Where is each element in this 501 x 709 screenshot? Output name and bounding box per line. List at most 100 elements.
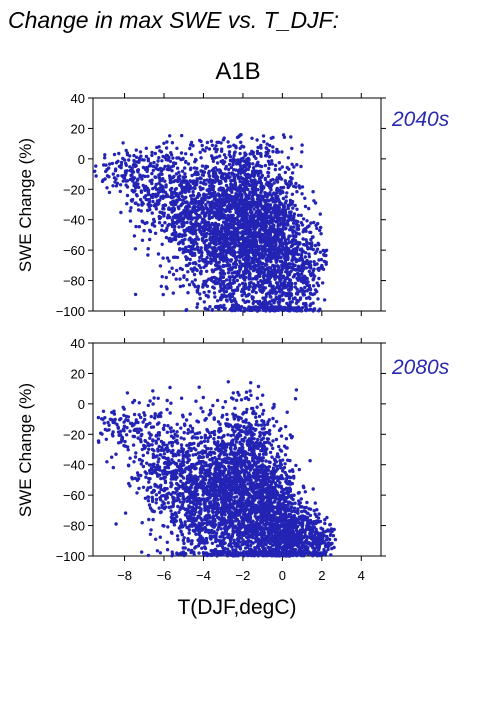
scatter-point <box>184 257 189 262</box>
scatter-point <box>207 289 211 294</box>
scatter-point <box>123 444 128 448</box>
scatter-point <box>229 246 234 250</box>
scatter-point <box>290 300 294 304</box>
scatter-point <box>261 296 265 300</box>
scatter-point <box>208 191 213 195</box>
scatter-point <box>141 485 146 489</box>
scatter-point <box>132 153 136 158</box>
scatter-point <box>209 202 213 206</box>
scatter-point <box>254 164 258 168</box>
scatter-point <box>151 199 155 204</box>
scatter-point <box>181 450 185 454</box>
scatter-point <box>290 162 294 166</box>
scatter-point <box>311 301 315 305</box>
scatter-point <box>234 201 238 205</box>
scatter-point <box>169 165 173 169</box>
scatter-point <box>293 203 297 208</box>
scatter-point <box>158 264 163 268</box>
scatter-point <box>150 447 155 452</box>
scatter-point <box>208 223 212 228</box>
scatter-point <box>296 224 301 228</box>
scatter-point <box>144 475 148 479</box>
scatter-point <box>272 301 276 305</box>
scatter-point <box>175 200 179 204</box>
scatter-point <box>117 433 121 437</box>
scatter-point <box>198 292 202 296</box>
scatter-point <box>128 484 132 488</box>
scatter-point <box>241 208 245 213</box>
scatter-point <box>160 242 164 246</box>
scatter-point <box>142 229 146 233</box>
scatter-point <box>171 452 176 456</box>
scatter-point <box>127 158 131 162</box>
scatter-point <box>171 222 175 227</box>
scatter-point <box>121 405 125 409</box>
scatter-point <box>217 213 221 217</box>
scatter-point <box>181 492 185 496</box>
scatter-point <box>265 198 269 203</box>
scatter-point <box>100 417 104 421</box>
scatter-point <box>173 517 177 522</box>
scatter-point <box>267 221 271 226</box>
scatter-point <box>164 146 169 150</box>
scatter-point <box>183 507 188 512</box>
scatter-point <box>214 260 218 264</box>
scatter-point <box>193 216 197 220</box>
scatter-point <box>183 230 187 234</box>
scatter-point <box>311 284 316 288</box>
scatter-point <box>207 227 211 231</box>
scatter-point <box>168 159 173 163</box>
scatter-point <box>237 283 242 287</box>
scatter-point <box>272 309 276 313</box>
scatter-point <box>116 425 120 429</box>
scatter-point <box>154 501 158 505</box>
scatter-point <box>243 178 247 182</box>
scatter-point <box>146 247 150 251</box>
scatter-point <box>161 206 166 211</box>
scatter-point <box>202 194 206 198</box>
scatter-point <box>148 433 153 437</box>
scatter-point <box>284 270 288 274</box>
scatter-point <box>194 219 198 224</box>
scatter-point <box>256 251 260 255</box>
scatter-point <box>273 290 278 294</box>
scatter-point <box>219 181 223 185</box>
scatter-point <box>284 199 288 203</box>
scatter-point <box>260 187 264 191</box>
scatter-point <box>144 166 148 170</box>
scatter-point <box>173 191 177 195</box>
scatter-point <box>190 173 194 178</box>
scatter-point <box>154 205 158 209</box>
scatter-point <box>159 476 163 481</box>
scatter-point <box>203 245 208 249</box>
scatter-point <box>202 300 206 304</box>
scatter-point <box>245 248 249 253</box>
scatter-point <box>217 307 221 311</box>
scatter-point <box>200 173 205 177</box>
scatter-point <box>205 269 209 273</box>
scatter-point <box>130 173 134 177</box>
scatter-point <box>189 209 194 213</box>
scatter-point <box>194 262 198 266</box>
scatter-point <box>168 195 173 199</box>
scatter-point <box>240 253 245 257</box>
scatter-point <box>205 262 209 266</box>
scatter-point <box>173 470 177 474</box>
scatter-point <box>282 254 286 258</box>
scatter-point <box>214 305 218 309</box>
scatter-point <box>112 152 117 157</box>
scatter-point <box>134 155 139 159</box>
scatter-point <box>238 246 243 250</box>
y-tick-label: 40 <box>71 91 85 106</box>
scatter-point <box>251 269 256 273</box>
scatter-point <box>222 153 227 157</box>
scatter-point <box>146 174 150 178</box>
scatter-point <box>198 150 202 154</box>
scatter-point <box>142 186 147 191</box>
scatter-point <box>223 306 227 311</box>
scatter-point <box>252 277 256 281</box>
scatter-point <box>222 272 227 276</box>
scatter-point <box>279 255 283 260</box>
scatter-point <box>209 240 214 245</box>
scatter-point <box>122 429 126 433</box>
